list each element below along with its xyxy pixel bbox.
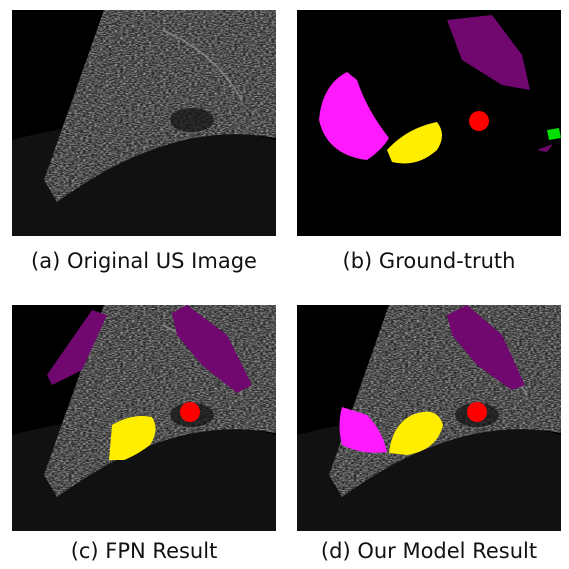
caption: (a) Original US Image <box>31 249 257 273</box>
figure: (a) Original US Image (b) Ground-truth (… <box>0 0 569 569</box>
ground-truth-image <box>297 10 561 236</box>
caption: (b) Ground-truth <box>343 249 516 273</box>
caption: (c) FPN Result <box>71 539 218 563</box>
model-image <box>297 305 561 531</box>
fpn-image <box>12 305 276 531</box>
caption: (d) Our Model Result <box>321 539 537 563</box>
original-image <box>12 10 276 236</box>
